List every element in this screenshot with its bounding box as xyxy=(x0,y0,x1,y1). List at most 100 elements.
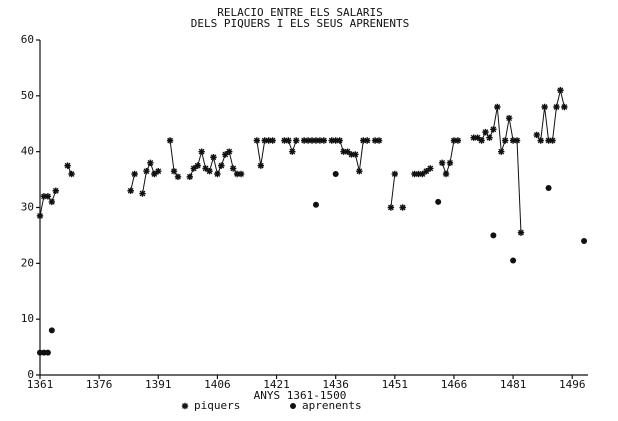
data-point xyxy=(545,137,552,144)
data-point xyxy=(285,137,292,144)
x-tick-label: 1436 xyxy=(322,378,349,391)
data-point xyxy=(348,151,355,158)
data-point xyxy=(300,137,308,144)
data-point xyxy=(427,165,434,172)
data-point xyxy=(494,103,501,111)
data-point xyxy=(151,170,158,178)
data-point xyxy=(170,168,178,175)
data-point xyxy=(360,137,367,144)
data-point xyxy=(48,198,56,206)
data-point xyxy=(316,137,324,144)
data-point xyxy=(435,198,442,205)
x-tick-label: 1376 xyxy=(86,378,113,391)
x-tick-label: 1361 xyxy=(27,378,54,391)
x-tick-label: 1466 xyxy=(441,378,468,391)
data-point xyxy=(206,168,213,175)
data-point xyxy=(502,137,509,144)
y-tick-label: 0 xyxy=(27,368,34,381)
y-tick-label: 60 xyxy=(21,33,34,46)
y-tick-label: 40 xyxy=(21,145,34,158)
data-point xyxy=(387,204,395,211)
data-point xyxy=(166,137,174,144)
legend-label: aprenents xyxy=(302,399,362,412)
data-point xyxy=(510,257,517,264)
data-point xyxy=(470,134,477,141)
data-point xyxy=(478,137,485,144)
data-point xyxy=(320,137,328,144)
data-point xyxy=(198,148,205,155)
data-point xyxy=(48,327,55,334)
data-point xyxy=(517,229,525,236)
data-point xyxy=(257,162,264,169)
data-point xyxy=(391,170,399,178)
data-point xyxy=(68,170,75,178)
data-point xyxy=(332,171,339,177)
data-point xyxy=(233,170,241,178)
chart-title: DELS PIQUERS I ELS SEUS APRENENTS xyxy=(191,17,410,30)
data-point xyxy=(375,137,383,144)
data-point xyxy=(312,201,319,208)
data-point xyxy=(127,187,134,194)
data-point xyxy=(442,170,450,178)
data-point xyxy=(498,148,505,155)
data-point xyxy=(411,170,418,178)
data-point xyxy=(533,131,540,139)
data-point xyxy=(40,193,48,200)
x-tick-label: 1451 xyxy=(382,378,409,391)
data-point xyxy=(549,137,556,144)
data-point xyxy=(513,137,521,144)
data-point xyxy=(553,103,560,111)
data-point xyxy=(486,134,493,141)
data-point xyxy=(344,148,351,155)
x-tick-label: 1496 xyxy=(559,378,586,391)
data-point xyxy=(340,148,347,155)
data-point xyxy=(52,187,59,194)
x-tick-label: 1421 xyxy=(263,378,290,391)
data-point xyxy=(356,168,363,175)
data-point xyxy=(332,137,339,144)
data-point xyxy=(509,137,517,144)
data-point xyxy=(505,114,513,122)
chart-title: RELACIO ENTRE ELS SALARIS xyxy=(217,6,383,19)
data-point xyxy=(304,137,312,144)
data-point xyxy=(537,137,544,144)
data-point xyxy=(147,159,154,167)
data-point xyxy=(364,137,371,144)
data-point xyxy=(581,238,588,244)
data-point xyxy=(143,168,150,175)
data-point xyxy=(139,190,146,197)
data-point xyxy=(218,162,225,169)
data-point xyxy=(269,137,276,144)
data-point xyxy=(289,148,296,155)
data-point xyxy=(371,137,379,144)
data-point xyxy=(545,184,552,191)
data-point xyxy=(174,173,182,180)
data-point xyxy=(438,159,446,167)
data-point xyxy=(446,159,454,167)
data-point xyxy=(312,137,320,144)
data-point xyxy=(423,168,430,175)
data-point xyxy=(490,232,497,239)
data-point xyxy=(561,103,568,111)
data-point xyxy=(293,137,300,144)
data-point xyxy=(352,151,359,158)
legend-label: piquers xyxy=(194,399,240,412)
y-tick-label: 10 xyxy=(21,312,34,325)
y-tick-label: 30 xyxy=(21,201,34,214)
data-point xyxy=(328,137,335,144)
data-point xyxy=(482,128,489,136)
data-point xyxy=(44,349,51,356)
legend-marker xyxy=(290,403,296,409)
data-point xyxy=(214,170,221,178)
series-line xyxy=(39,90,565,233)
data-point xyxy=(202,165,209,172)
data-point xyxy=(450,137,458,144)
data-point xyxy=(44,193,52,200)
data-point xyxy=(186,173,194,180)
data-point xyxy=(210,154,217,161)
y-tick-label: 20 xyxy=(21,256,34,269)
data-point xyxy=(490,126,497,133)
data-point xyxy=(261,137,268,144)
data-point xyxy=(155,168,162,175)
